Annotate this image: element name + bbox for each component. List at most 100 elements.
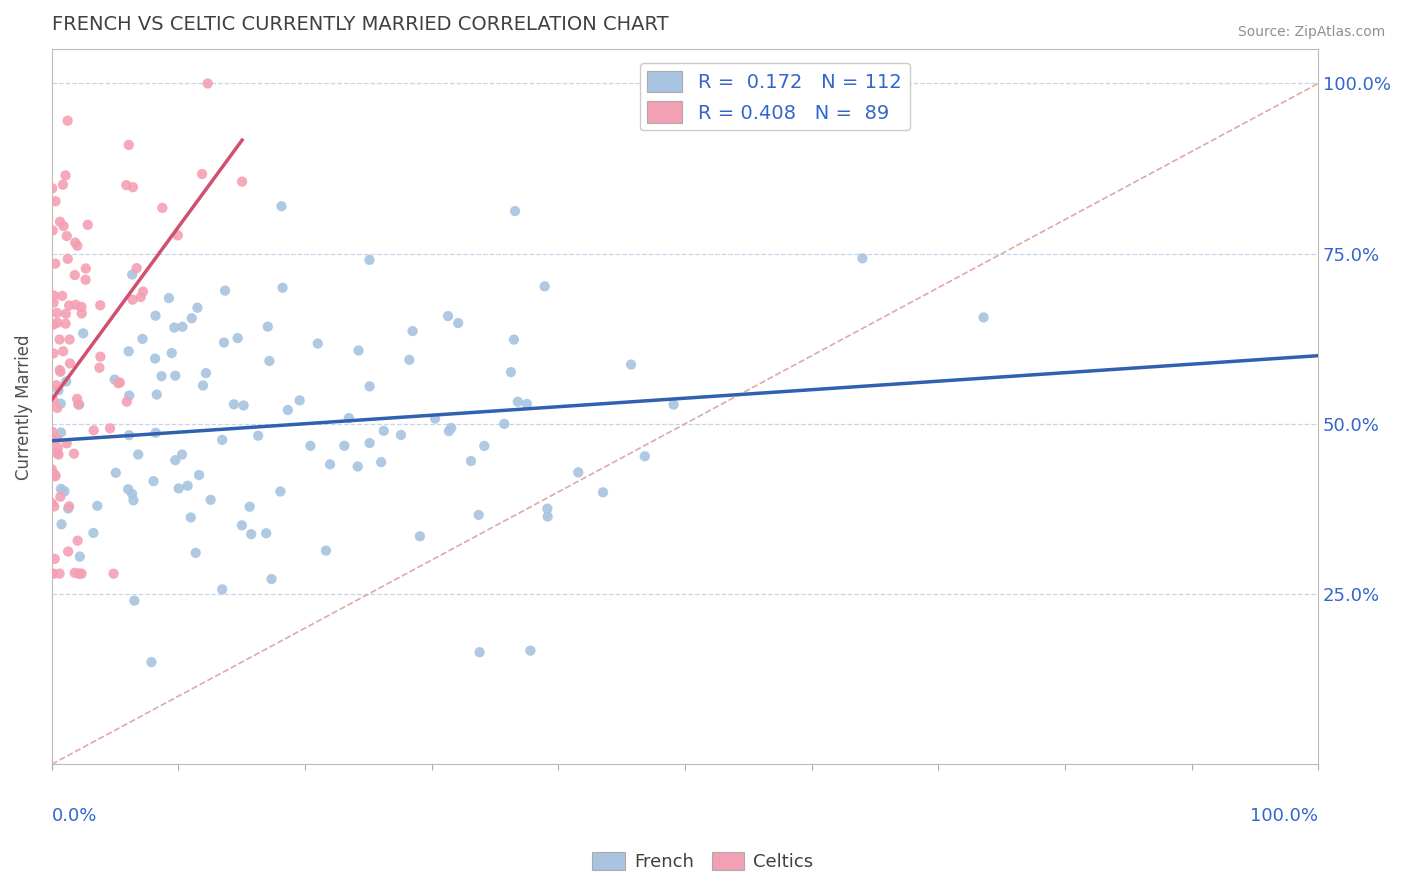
- Point: [373, 424, 395, 438]
- Point: [58, 500, 80, 514]
- Point: [46, 401, 69, 415]
- Point: [191, 167, 214, 181]
- Point: [389, 428, 412, 442]
- Point: [55, 169, 77, 183]
- Point: [211, 433, 233, 447]
- Point: [157, 291, 180, 305]
- Point: [52, 178, 75, 192]
- Point: [46, 432, 69, 446]
- Point: [191, 378, 214, 392]
- Point: [447, 316, 470, 330]
- Point: [117, 482, 139, 496]
- Point: [277, 403, 299, 417]
- Point: [86, 499, 108, 513]
- Point: [239, 500, 262, 514]
- Point: [44, 500, 66, 514]
- Point: [122, 180, 145, 194]
- Point: [129, 290, 152, 304]
- Point: [150, 369, 173, 384]
- Point: [142, 474, 165, 488]
- Point: [44, 467, 66, 481]
- Point: [107, 376, 129, 391]
- Point: [165, 368, 187, 383]
- Point: [503, 333, 526, 347]
- Point: [247, 428, 270, 442]
- Point: [231, 518, 253, 533]
- Point: [184, 546, 207, 560]
- Point: [256, 319, 278, 334]
- Point: [56, 113, 79, 128]
- Point: [67, 398, 90, 412]
- Point: [118, 388, 141, 402]
- Point: [41, 462, 63, 476]
- Point: [567, 466, 589, 480]
- Point: [319, 458, 342, 472]
- Point: [359, 252, 381, 267]
- Point: [44, 552, 66, 566]
- Point: [186, 301, 208, 315]
- Point: [472, 439, 495, 453]
- Point: [269, 484, 291, 499]
- Point: [240, 527, 263, 541]
- Point: [83, 424, 105, 438]
- Point: [160, 346, 183, 360]
- Point: [167, 482, 190, 496]
- Point: [44, 257, 66, 271]
- Point: [63, 566, 86, 580]
- Point: [211, 582, 233, 597]
- Point: [75, 261, 97, 276]
- Point: [121, 293, 143, 307]
- Point: [104, 373, 127, 387]
- Point: [56, 544, 79, 558]
- Point: [115, 178, 138, 193]
- Point: [973, 310, 995, 325]
- Point: [437, 424, 460, 438]
- Point: [65, 298, 87, 312]
- Point: [288, 393, 311, 408]
- Point: [409, 529, 432, 543]
- Point: [537, 509, 560, 524]
- Point: [307, 336, 329, 351]
- Point: [592, 485, 614, 500]
- Point: [72, 326, 94, 341]
- Y-axis label: Currently Married: Currently Married: [15, 334, 32, 480]
- Point: [440, 421, 463, 435]
- Point: [194, 366, 217, 380]
- Point: [346, 459, 368, 474]
- Point: [42, 318, 65, 332]
- Point: [200, 492, 222, 507]
- Point: [41, 566, 63, 581]
- Point: [299, 439, 322, 453]
- Point: [337, 411, 360, 425]
- Point: [52, 344, 75, 359]
- Point: [359, 436, 381, 450]
- Point: [180, 311, 202, 326]
- Point: [49, 425, 72, 440]
- Point: [115, 394, 138, 409]
- Point: [634, 450, 657, 464]
- Point: [125, 261, 148, 276]
- Point: [46, 316, 69, 330]
- Point: [70, 300, 93, 314]
- Point: [519, 643, 541, 657]
- Point: [270, 199, 292, 213]
- Point: [370, 455, 392, 469]
- Point: [89, 298, 111, 312]
- Point: [42, 288, 65, 302]
- Point: [55, 436, 77, 450]
- Text: 0.0%: 0.0%: [52, 807, 97, 825]
- Point: [82, 526, 104, 541]
- Point: [398, 352, 420, 367]
- Point: [121, 487, 143, 501]
- Point: [65, 235, 87, 250]
- Point: [53, 484, 76, 499]
- Point: [494, 417, 516, 431]
- Point: [145, 309, 167, 323]
- Point: [41, 181, 63, 195]
- Point: [49, 215, 72, 229]
- Point: [172, 319, 194, 334]
- Point: [58, 333, 80, 347]
- Point: [49, 490, 72, 504]
- Point: [55, 229, 77, 244]
- Point: [222, 397, 245, 411]
